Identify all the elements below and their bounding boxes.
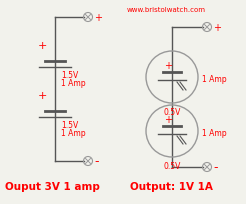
Text: Ouput 3V 1 amp: Ouput 3V 1 amp [5, 181, 100, 191]
Text: Output: 1V 1A: Output: 1V 1A [130, 181, 213, 191]
Text: www.bristolwatch.com: www.bristolwatch.com [127, 7, 206, 13]
Text: 0.5V: 0.5V [164, 161, 181, 170]
Text: +: + [94, 13, 102, 23]
Text: +: + [213, 23, 221, 33]
Text: 1 Amp: 1 Amp [202, 75, 227, 84]
Text: +: + [164, 114, 172, 124]
Text: 1 Amp: 1 Amp [61, 79, 86, 88]
Text: 1 Amp: 1 Amp [202, 129, 227, 138]
Text: -: - [94, 155, 98, 168]
Text: 0.5V: 0.5V [164, 108, 181, 116]
Text: 1 Amp: 1 Amp [61, 128, 86, 137]
Text: -: - [213, 161, 217, 174]
Text: +: + [37, 41, 47, 51]
Text: +: + [37, 91, 47, 101]
Text: 1.5V: 1.5V [61, 71, 78, 80]
Text: +: + [164, 61, 172, 71]
Text: 1.5V: 1.5V [61, 120, 78, 129]
